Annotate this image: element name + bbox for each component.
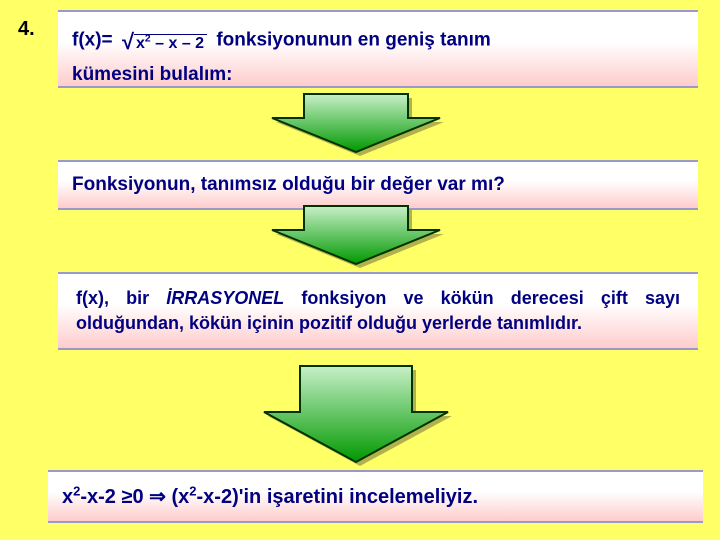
concl-x2: (x xyxy=(171,486,189,508)
problem-number: 4. xyxy=(18,18,35,41)
explanation-box: f(x), bir İRRASYONEL fonksiyon ve kökün … xyxy=(58,272,698,350)
arrow-down-icon xyxy=(260,204,460,274)
arrow-down-icon xyxy=(260,92,460,162)
concl-x1: x xyxy=(62,486,73,508)
irrational-label: İRRASYONEL xyxy=(166,288,284,308)
arrow-down-icon xyxy=(250,364,470,472)
step-question-text: Fonksiyonun, tanımsız olduğu bir değer v… xyxy=(72,174,505,195)
concl-b2: -x-2)'in işaretini incelemeliyiz. xyxy=(197,486,479,508)
expl-prefix: f(x), bir xyxy=(76,288,166,308)
concl-sup2: 2 xyxy=(189,483,196,498)
geq-symbol: ≥0 xyxy=(122,486,150,508)
conclusion-box: x2-x-2 ≥0 ⇒ (x2-x-2)'in işaretini incele… xyxy=(48,470,703,523)
sqrt-x: x xyxy=(136,35,145,52)
radical-icon: √ xyxy=(122,29,134,54)
fx-label: f(x)= xyxy=(72,30,113,51)
concl-b1: -x-2 xyxy=(80,486,116,508)
implies-symbol: ⇒ xyxy=(149,486,166,508)
sqrt-rest: – x – 2 xyxy=(151,35,204,52)
sqrt-expression: √x2 – x – 2 xyxy=(122,22,207,59)
step-question-box: Fonksiyonun, tanımsız olduğu bir değer v… xyxy=(58,160,698,210)
q-text-2: kümesini bulalım: xyxy=(72,64,232,85)
q-text-1: fonksiyonunun en geniş tanım xyxy=(216,30,490,51)
question-box: f(x)= √x2 – x – 2 fonksiyonunun en geniş… xyxy=(58,10,698,88)
